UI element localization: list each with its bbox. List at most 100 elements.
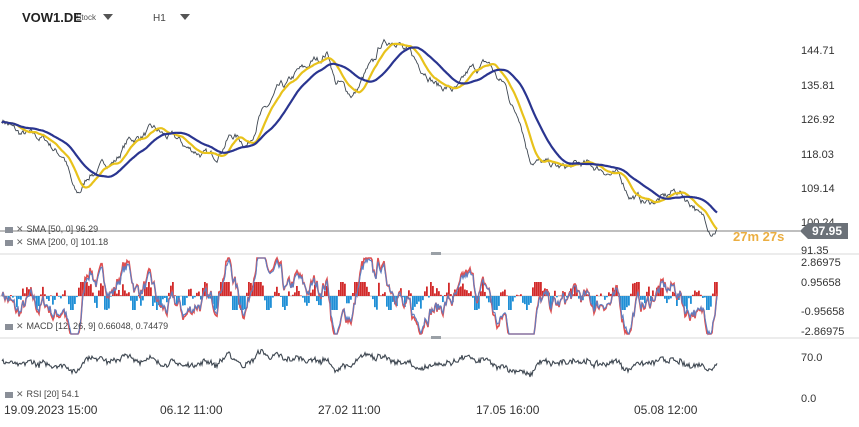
price-line [1,38,718,237]
macd-bar [226,282,228,296]
macd-bar [702,296,704,298]
macd-bar [482,282,484,296]
macd-bar [194,296,196,298]
price-y-label: 118.03 [801,149,834,161]
macd-bar [442,296,444,303]
time-axis-label: 27.02 11:00 [318,403,381,417]
macd-bar [322,296,324,298]
macd-bar [74,296,76,305]
sma200-name: SMA [26,237,46,247]
macd-bar [640,296,642,300]
macd-bar [688,296,690,299]
sma200-legend[interactable]: ✕ SMA [200, 0] 101.18 [5,237,108,248]
macd-bar [604,296,606,300]
price-y-label: 91.35 [801,245,829,257]
macd-bar [268,296,270,310]
macd-bar [564,292,566,296]
macd-bar [676,296,678,306]
macd-bar [338,289,340,296]
macd-bar [368,291,370,296]
remove-indicator-icon[interactable]: ✕ [16,237,24,247]
indicator-settings-icon[interactable] [5,226,13,233]
indicator-settings-icon[interactable] [5,323,13,330]
macd-bar [632,283,634,296]
macd-bar [466,290,468,296]
macd-bar [200,296,202,300]
sma50-legend[interactable]: ✕ SMA [50, 0] 96.29 [5,224,98,235]
macd-bar [450,294,452,296]
macd-bar [136,296,138,301]
macd-bar [70,296,72,310]
macd-bar [530,296,532,303]
macd-bar [358,282,360,296]
macd-bar [324,291,326,296]
macd-bar [282,296,284,307]
macd-bar [306,296,308,306]
symbol-dropdown-caret-icon[interactable] [103,14,113,20]
macd-bar [274,291,276,296]
macd-bar [672,291,674,296]
macd-bar [410,293,412,296]
macd-bar [36,296,38,310]
macd-bar [78,287,80,296]
macd-bar [692,294,694,296]
macd-bar [528,296,530,305]
macd-bar [444,294,446,296]
macd-bar [448,282,450,296]
macd-bar [670,296,672,299]
macd-bar [440,294,442,296]
candle-countdown: 27m 27s [733,229,784,244]
macd-bar [292,294,294,296]
macd-bar [182,296,184,306]
macd-bar [154,296,156,303]
macd-bar [384,292,386,296]
rsi-line [1,348,718,378]
macd-bar [460,286,462,296]
indicator-settings-icon[interactable] [5,391,13,398]
sma50-name: SMA [26,224,46,234]
macd-bar [140,296,142,306]
macd-bar [642,296,644,300]
macd-bar [142,296,144,301]
remove-indicator-icon[interactable]: ✕ [16,224,24,234]
macd-bar [208,296,210,299]
macd-bar [486,296,488,299]
macd-bar [420,296,422,309]
remove-indicator-icon[interactable]: ✕ [16,321,24,331]
macd-bar [168,292,170,296]
macd-bar [346,296,348,304]
macd-bar [352,292,354,296]
macd-bar [102,285,104,296]
macd-bar [260,282,262,296]
macd-bar [126,293,128,296]
macd-bar [6,296,8,297]
symbol-selector[interactable]: VOW1.DE [22,10,82,25]
remove-indicator-icon[interactable]: ✕ [16,389,24,399]
macd-y-label: 2.86975 [801,257,841,269]
timeframe-selector[interactable]: H1 [153,13,166,24]
timeframe-dropdown-caret-icon[interactable] [180,14,190,20]
macd-bar [652,290,654,296]
macd-bar [60,296,62,299]
macd-bar [248,282,250,296]
macd-bar [276,286,278,296]
macd-bar [288,291,290,296]
macd-bar [172,282,174,296]
macd-bar [96,296,98,308]
macd-bar [108,296,110,309]
macd-legend[interactable]: ✕ MACD [12, 26, 9] 0.66048, 0.74479 [5,321,168,332]
macd-bar [708,296,710,310]
indicator-settings-icon[interactable] [5,239,13,246]
macd-bar [470,291,472,296]
macd-bar [468,293,470,296]
macd-bar [234,296,236,310]
macd-bar [62,294,64,296]
macd-bar [594,296,596,310]
macd-bar [98,290,100,296]
macd-bar [236,296,238,310]
macd-bar [582,296,584,301]
last-price-value: 97.95 [812,224,842,238]
macd-y-axis: 2.86975 0.95658 -0.95658 -2.86975 [801,257,844,338]
rsi-legend[interactable]: ✕ RSI [20] 54.1 [5,389,79,400]
